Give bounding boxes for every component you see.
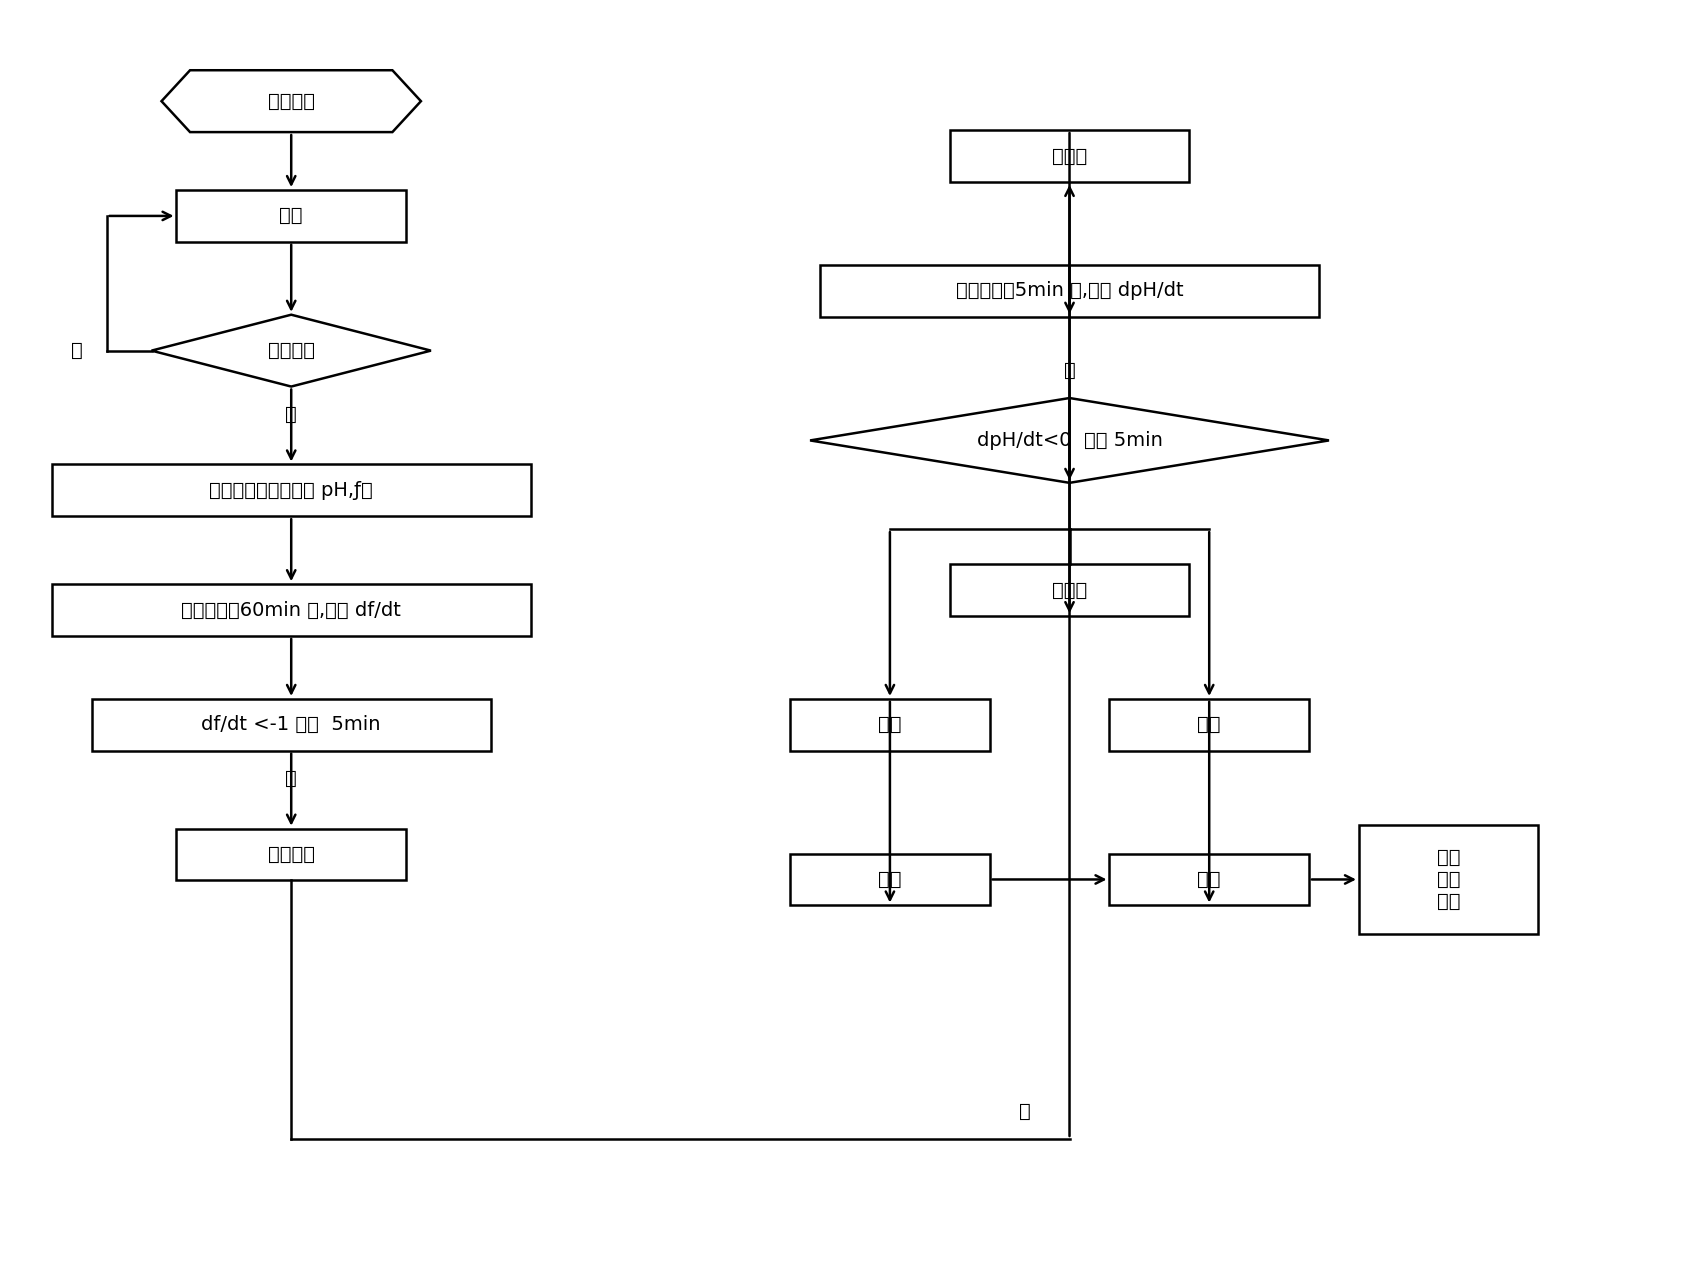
Bar [790,699,989,751]
Polygon shape [162,70,422,133]
Text: 是: 是 [286,405,298,425]
Text: dpH/dt<0  持续 5min: dpH/dt<0 持续 5min [976,431,1163,450]
Text: 否: 否 [71,342,83,360]
Text: 是: 是 [286,769,298,788]
Text: 搅拌关: 搅拌关 [1052,580,1086,599]
Polygon shape [811,398,1329,483]
Text: 曝气时间＞60min 时,计算 df/dt: 曝气时间＞60min 时,计算 df/dt [182,601,401,620]
Text: 液位控制: 液位控制 [267,342,314,360]
Text: 排水: 排水 [879,870,901,889]
Bar [1358,825,1539,935]
Bar [177,829,406,881]
Text: 闲置: 闲置 [1197,870,1221,889]
Bar [51,464,530,516]
Text: df/dt <-1 持续  5min: df/dt <-1 持续 5min [202,715,381,734]
Polygon shape [151,315,430,386]
Bar [177,190,406,242]
Bar [950,130,1190,182]
Text: 风机关闭: 风机关闭 [267,845,314,864]
Bar [51,584,530,636]
Bar [950,564,1190,616]
Text: 进入
下一
周期: 进入 下一 周期 [1436,848,1460,910]
Text: 系统启动: 系统启动 [267,92,314,111]
Text: 排泥: 排泥 [1197,715,1221,734]
Bar [819,265,1319,316]
Bar [92,699,491,751]
Text: 进水: 进水 [279,207,303,226]
Bar [790,853,989,905]
Text: 是: 是 [1064,361,1076,380]
Text: 风机启动，在线检测 pH,ƒ值: 风机启动，在线检测 pH,ƒ值 [209,481,372,500]
Text: 搅拌时间＞5min 时,计算 dpH/dt: 搅拌时间＞5min 时,计算 dpH/dt [955,282,1183,300]
Bar [1110,853,1309,905]
Bar [1110,699,1309,751]
Text: 是: 是 [1018,1102,1030,1121]
Text: 沉淀: 沉淀 [879,715,901,734]
Text: 搅拌开: 搅拌开 [1052,147,1086,166]
